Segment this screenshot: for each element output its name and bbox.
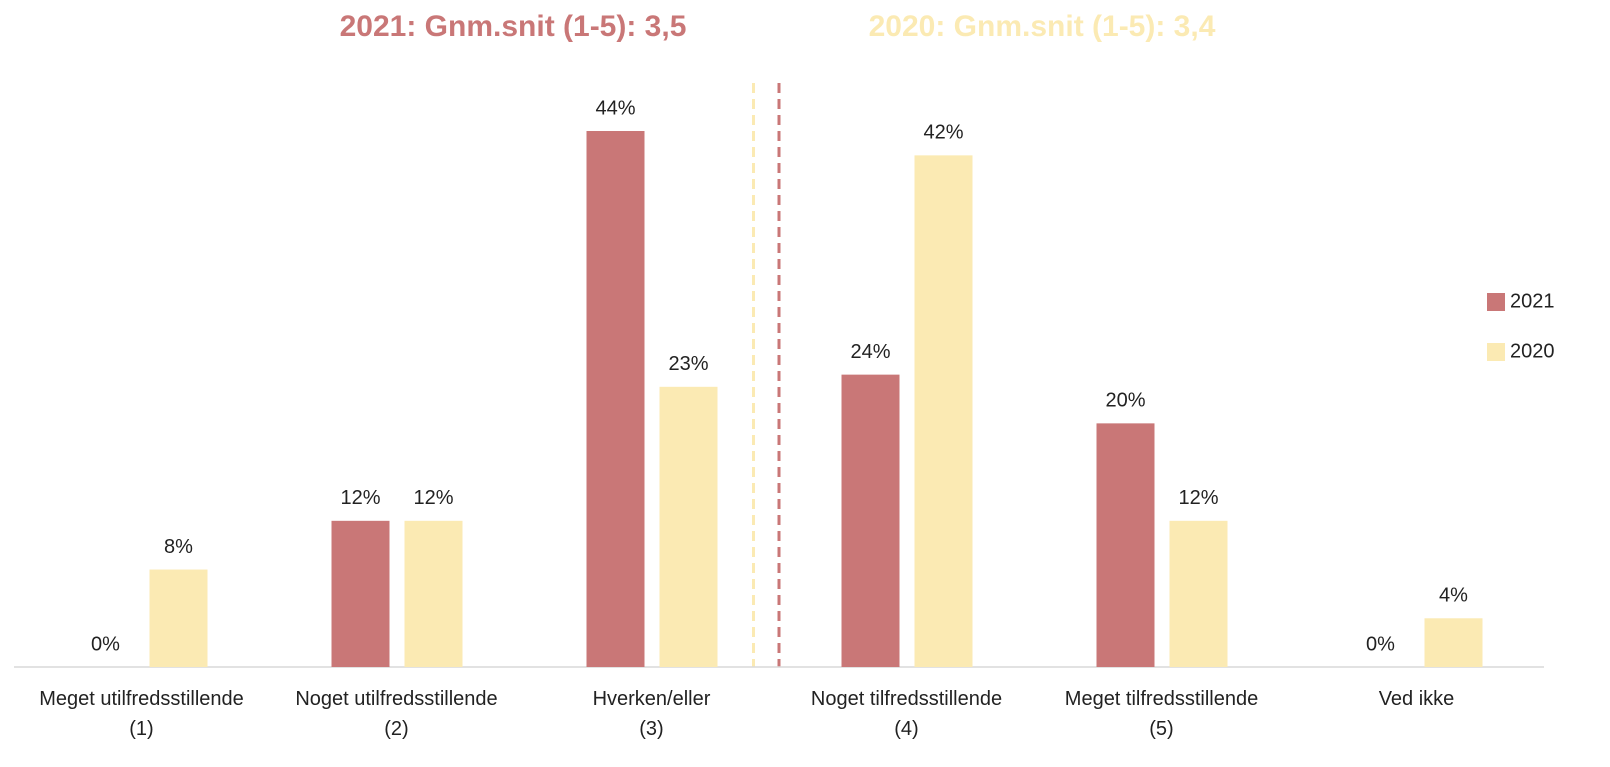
legend-swatch <box>1487 343 1505 361</box>
bar <box>841 374 900 667</box>
value-label: 20% <box>1105 390 1145 412</box>
x-tick-label: Ved ikke <box>1378 688 1455 710</box>
value-label: 0% <box>91 633 120 655</box>
value-label: 24% <box>850 341 890 363</box>
legend-label: 2021 <box>1510 290 1555 312</box>
bar <box>914 155 973 667</box>
bar <box>1096 423 1155 667</box>
legend-swatch <box>1487 293 1505 311</box>
bar <box>149 569 208 667</box>
annotation-title: 2020: Gnm.snit (1-5): 3,4 <box>869 10 1216 43</box>
x-tick-label: Noget utilfredsstillende (2) <box>295 688 498 740</box>
value-label: 0% <box>1366 633 1395 655</box>
value-label: 23% <box>668 353 708 375</box>
x-tick-label: Meget tilfredsstillende (5) <box>1064 688 1259 740</box>
bar <box>404 520 463 667</box>
value-label: 44% <box>595 97 635 119</box>
value-label: 12% <box>1178 487 1218 509</box>
value-label: 42% <box>923 122 963 144</box>
bar <box>1424 618 1483 667</box>
value-label: 8% <box>164 536 193 558</box>
value-label: 4% <box>1439 585 1468 607</box>
legend-label: 2020 <box>1510 340 1555 362</box>
bar <box>331 520 390 667</box>
annotation-title: 2021: Gnm.snit (1-5): 3,5 <box>340 10 687 43</box>
x-tick-label: Meget utilfredsstillende (1) <box>39 688 244 740</box>
x-tick-label: Noget tilfredsstillende (4) <box>810 688 1003 740</box>
bar <box>586 131 645 667</box>
value-label: 12% <box>413 487 453 509</box>
bar <box>1169 520 1228 667</box>
x-tick-label: Hverken/eller (3) <box>592 688 711 740</box>
bar <box>659 386 718 667</box>
value-label: 12% <box>340 487 380 509</box>
